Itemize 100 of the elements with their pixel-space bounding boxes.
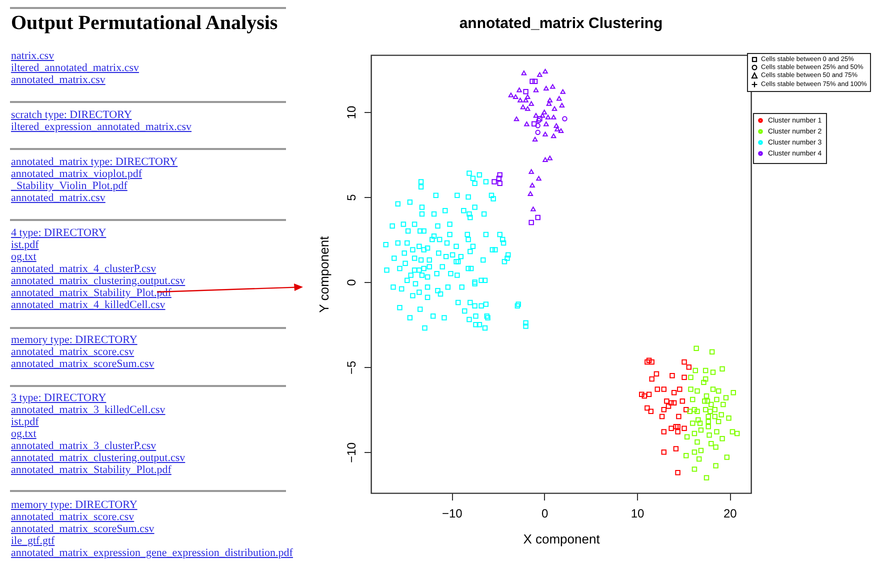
point [518,98,523,102]
point [648,408,654,414]
point [533,113,539,118]
point [694,408,700,414]
point [524,122,530,126]
point [734,430,740,436]
point [642,393,648,399]
point [516,88,522,92]
point [668,426,674,431]
point [554,123,559,128]
point [696,456,702,462]
point [525,106,530,111]
point [716,388,722,394]
point [661,407,666,412]
point [712,414,718,420]
point [545,114,551,120]
point [532,136,538,142]
point [532,78,538,84]
point [696,417,701,422]
text: annotated_matrix_expression_gene_expression_distribution.pdf [11,547,293,559]
point [654,371,660,377]
point [708,402,714,408]
point [714,396,720,402]
text: og.txt [11,428,36,440]
point [698,427,704,433]
point [708,441,714,446]
text: annotated_matrix_vioplot.pdf [11,168,142,180]
point [682,426,687,431]
text: memory type: DIRECTORY [11,334,138,346]
point [694,388,700,394]
point [684,434,690,440]
point [720,366,725,372]
point [716,418,722,424]
point [682,374,687,380]
point [688,386,694,392]
point [497,172,502,178]
text: iltered_annotated_matrix.csv [11,62,139,74]
point [677,386,682,392]
point [730,390,736,396]
text: annotated_matrix type: DIRECTORY [11,156,178,168]
text: annotated_matrix_clustering.output.csv [11,452,186,464]
y-tick-label: 5 [344,194,358,201]
point [542,68,548,74]
point [528,191,534,196]
text: 3 type: DIRECTORY [11,392,106,404]
point [704,393,710,399]
text: _Stability_Violin_Plot.pdf [11,180,128,192]
point [514,116,520,122]
x-axis-title: X component [523,532,600,546]
text: annotated_matrix_Stability_Plot.pdf [11,287,172,299]
y-tick-label: 10 [344,105,358,120]
point [644,405,650,411]
point [560,89,566,94]
point [535,130,540,136]
point [644,359,650,365]
point [547,98,552,102]
point [537,72,542,77]
point [692,450,698,455]
point [528,169,534,174]
point [664,398,670,404]
point [536,176,542,181]
point [710,370,716,375]
point [554,126,560,132]
point [535,214,540,220]
point [690,420,696,426]
text: ist.pdf [11,239,39,251]
point [709,349,715,354]
point [692,430,698,436]
point [697,420,703,426]
point [720,436,725,442]
text: scratch type: DIRECTORY [11,109,132,121]
point [724,454,730,460]
y-axis-title: Y component [316,236,332,313]
point [675,470,680,476]
point [730,429,736,434]
point [687,408,692,414]
point [706,424,711,430]
point [702,407,708,412]
point [704,398,710,404]
point [559,102,565,108]
text: annotated_matrix_4_clusterP.csv [11,263,156,275]
point [542,132,548,136]
point [713,463,718,468]
point [530,182,535,188]
text: annotated_matrix_scoreSum.csv [11,358,154,370]
point [676,414,682,420]
point [694,439,700,445]
point [714,429,720,434]
point [704,475,710,480]
point [492,179,497,184]
x-tick-label: −10 [442,506,463,520]
point [671,400,677,406]
point [675,429,680,434]
x-tick-label: 20 [724,506,738,520]
point [684,452,689,458]
point [701,380,706,386]
point [706,414,711,420]
point [710,386,716,392]
point [666,404,672,409]
point [713,444,718,450]
